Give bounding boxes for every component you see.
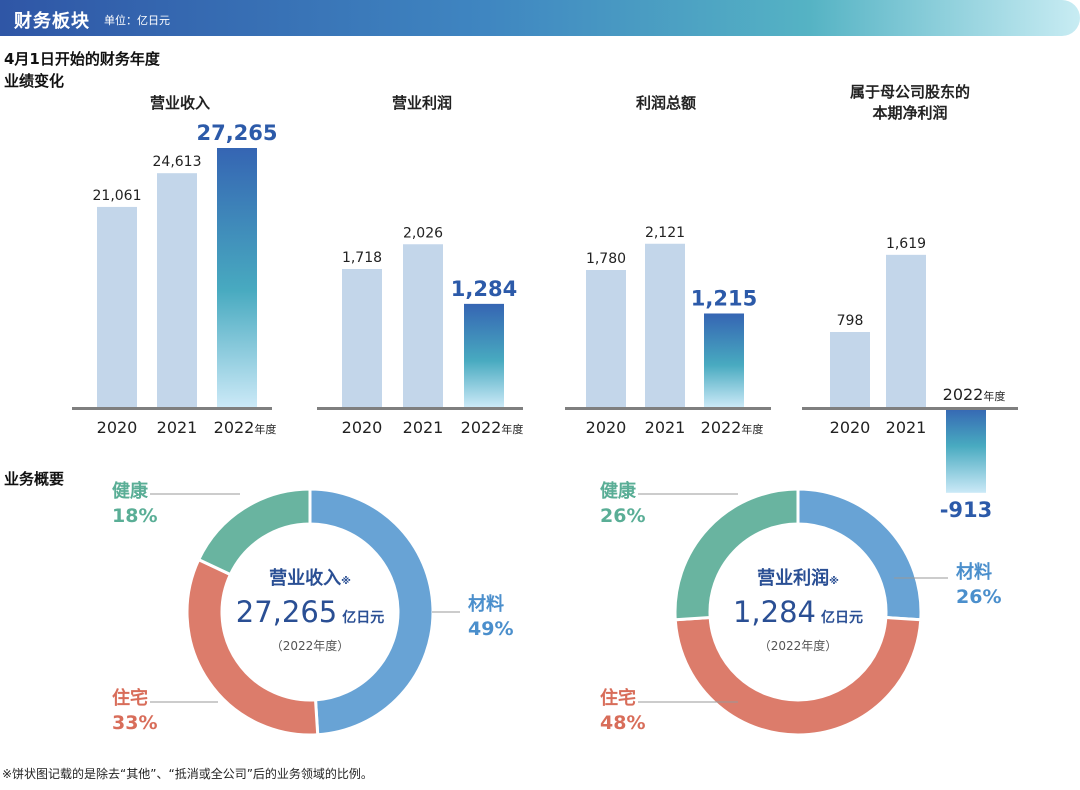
footnote: ※饼状图记载的是除去“其他”、“抵消或全公司”后的业务领域的比例。 <box>2 767 373 781</box>
unit-label: 单位：亿日元 <box>104 14 170 27</box>
revenue-bar-2022 <box>217 148 257 407</box>
revenue-value-label-2022: 27,265 <box>196 121 277 145</box>
operating-profit-bar-2022 <box>464 303 504 407</box>
revenue-donut-slice-name-2: 健康 <box>112 480 149 502</box>
section-header-bar: 财务板块 单位：亿日元 <box>0 0 1080 36</box>
revenue-donut-center-title: 营业收入※ <box>269 567 351 589</box>
total-profit-category-label-2022: 2022年度 <box>701 418 764 437</box>
profit-donut-slice-percent-1: 48% <box>600 712 645 734</box>
revenue-donut-slice-name-1: 住宅 <box>112 687 148 709</box>
revenue-donut-slice-percent-1: 33% <box>112 712 157 734</box>
total-profit-category-label-2021: 2021 <box>645 418 686 437</box>
revenue-bar-2021 <box>157 173 197 407</box>
net-income-category-label-2021: 2021 <box>886 418 927 437</box>
operating-profit-value-label-2021: 2,026 <box>403 225 443 241</box>
revenue-donut-slice-percent-2: 18% <box>112 505 157 527</box>
revenue-chart-title: 营业收入 <box>149 94 210 112</box>
profit-donut-slice-percent-2: 26% <box>600 505 645 527</box>
operating-profit-value-label-2020: 1,718 <box>342 250 382 266</box>
profit-donut-slice-name-0: 材料 <box>956 561 992 583</box>
revenue-category-label-2021: 2021 <box>157 418 198 437</box>
performance-section-title: 业绩变化 <box>4 72 65 90</box>
revenue-value-label-2021: 24,613 <box>153 154 202 170</box>
total-profit-bar-2020 <box>586 270 626 407</box>
profit-donut-slice-percent-0: 26% <box>956 586 1001 608</box>
operating-profit-value-label-2022: 1,284 <box>451 277 517 301</box>
fiscal-year-note: 4月1日开始的财务年度 <box>4 50 160 68</box>
net-income-value-label-2020: 798 <box>837 313 864 329</box>
revenue-donut-center-year: （2022年度） <box>271 638 350 653</box>
profit-donut-center-year: （2022年度） <box>759 638 838 653</box>
revenue-donut-slice-percent-0: 49% <box>468 618 513 640</box>
revenue-donut-slice-name-0: 材料 <box>468 593 504 615</box>
revenue-donut-slice-health <box>196 487 312 577</box>
total-profit-value-label-2020: 1,780 <box>586 251 626 267</box>
total-profit-bar-2021 <box>645 243 685 407</box>
net-income-category-label-2020: 2020 <box>830 418 871 437</box>
net-income-value-label-2022: -913 <box>940 498 993 522</box>
total-profit-value-label-2022: 1,215 <box>691 286 757 310</box>
profit-donut-slice-materials <box>796 487 923 622</box>
operating-profit-chart-title: 营业利润 <box>391 94 452 112</box>
revenue-bar-2020 <box>97 206 137 407</box>
net-income-chart-title: 属于母公司股东的 本期净利润 <box>820 82 1000 124</box>
overview-section-title: 业务概要 <box>4 470 65 488</box>
revenue-category-label-2020: 2020 <box>97 418 138 437</box>
total-profit-category-label-2020: 2020 <box>586 418 627 437</box>
operating-profit-bar-2021 <box>403 244 443 407</box>
profit-donut-center-title: 营业利润※ <box>757 567 839 589</box>
operating-profit-category-label-2022: 2022年度 <box>461 418 524 437</box>
net-income-bar-2020 <box>830 332 870 407</box>
profit-donut-slice-housing <box>673 615 923 737</box>
section-title: 财务板块 <box>14 11 90 32</box>
profit-donut-slice-health <box>673 487 800 622</box>
operating-profit-bar-2020 <box>342 269 382 407</box>
revenue-value-label-2020: 21,061 <box>93 188 142 204</box>
net-income-category-label-2022: 2022年度 <box>943 385 1006 404</box>
revenue-category-label-2022: 2022年度 <box>214 418 277 437</box>
net-income-value-label-2021: 1,619 <box>886 236 926 252</box>
revenue-donut-center-value: 27,265 亿日元 <box>236 595 384 629</box>
net-income-title-line1: 属于母公司股东的 <box>849 83 970 101</box>
net-income-title-line2: 本期净利润 <box>872 104 948 122</box>
operating-profit-category-label-2020: 2020 <box>342 418 383 437</box>
total-profit-chart-title: 利润总额 <box>635 94 696 112</box>
revenue-donut-slice-materials <box>308 487 435 737</box>
operating-profit-category-label-2021: 2021 <box>403 418 444 437</box>
total-profit-bar-2022 <box>704 313 744 407</box>
profit-donut-center-value: 1,284 亿日元 <box>733 595 863 629</box>
profit-donut-slice-name-2: 健康 <box>600 480 637 502</box>
net-income-bar-2021 <box>886 254 926 407</box>
net-income-bar-2022 <box>946 407 986 493</box>
total-profit-value-label-2021: 2,121 <box>645 225 685 241</box>
profit-donut-slice-name-1: 住宅 <box>600 687 636 709</box>
